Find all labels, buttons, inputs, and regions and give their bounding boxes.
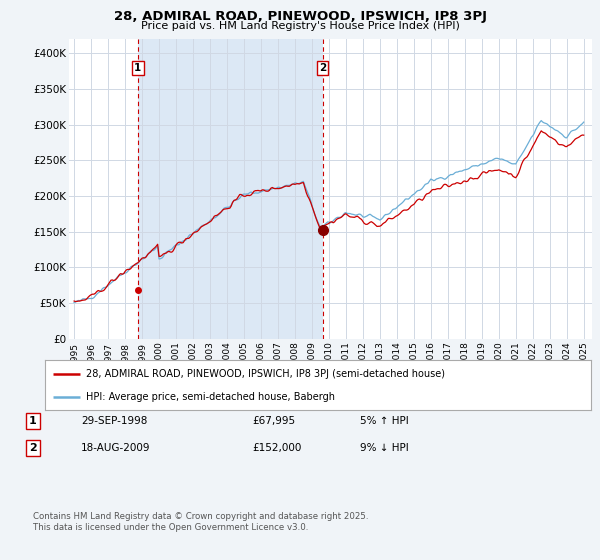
- Bar: [138, 39, 323, 339]
- Text: Contains HM Land Registry data © Crown copyright and database right 2025.
This d: Contains HM Land Registry data © Crown c…: [33, 512, 368, 532]
- Text: 18-AUG-2009: 18-AUG-2009: [81, 443, 151, 453]
- Text: 29-SEP-1998: 29-SEP-1998: [81, 416, 148, 426]
- Text: 28, ADMIRAL ROAD, PINEWOOD, IPSWICH, IP8 3PJ (semi-detached house): 28, ADMIRAL ROAD, PINEWOOD, IPSWICH, IP8…: [86, 368, 445, 379]
- Text: 28, ADMIRAL ROAD, PINEWOOD, IPSWICH, IP8 3PJ: 28, ADMIRAL ROAD, PINEWOOD, IPSWICH, IP8…: [113, 10, 487, 23]
- Text: Price paid vs. HM Land Registry's House Price Index (HPI): Price paid vs. HM Land Registry's House …: [140, 21, 460, 31]
- Text: 9% ↓ HPI: 9% ↓ HPI: [360, 443, 409, 453]
- Text: 2: 2: [319, 63, 326, 73]
- Text: 1: 1: [29, 416, 37, 426]
- Text: £67,995: £67,995: [252, 416, 295, 426]
- Text: HPI: Average price, semi-detached house, Babergh: HPI: Average price, semi-detached house,…: [86, 393, 335, 402]
- Text: 5% ↑ HPI: 5% ↑ HPI: [360, 416, 409, 426]
- Text: 2: 2: [29, 443, 37, 453]
- Text: £152,000: £152,000: [252, 443, 301, 453]
- Text: 1: 1: [134, 63, 142, 73]
